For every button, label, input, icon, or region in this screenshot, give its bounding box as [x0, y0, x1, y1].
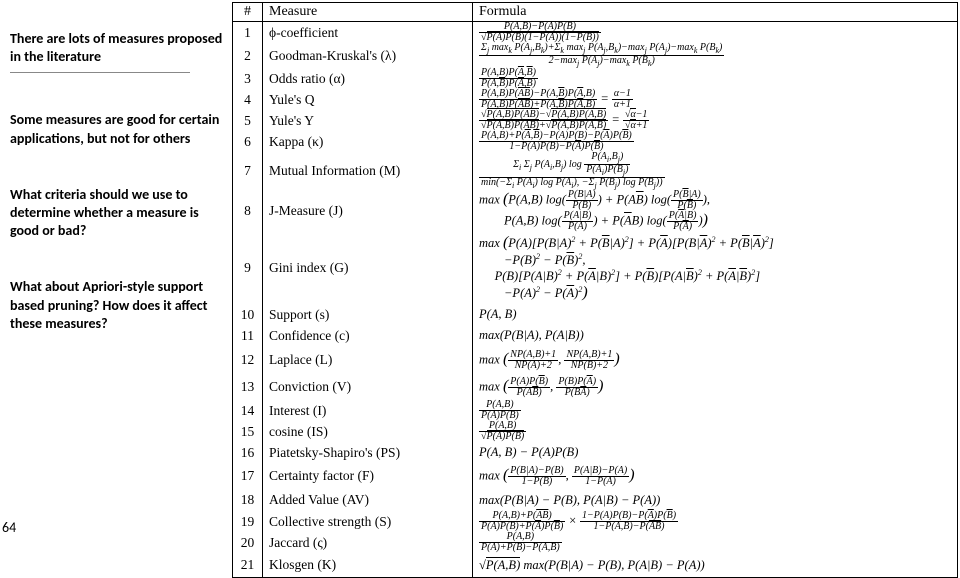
table-row: 11Confidence (c)max(P(B|A), P(A|B)) — [233, 325, 958, 346]
measure-name: Kappa (κ) — [263, 131, 473, 152]
row-number: 10 — [233, 304, 263, 325]
measure-name: Laplace (L) — [263, 346, 473, 374]
table-row: 1ϕ-coefficientP(A,B)−P(A)P(B)P(A)P(B)(1−… — [233, 22, 958, 44]
measure-name: Certainty factor (F) — [263, 463, 473, 489]
formula-cell: P(A,B)P(AB)−P(A,B)P(A,B)P(A,B)P(AB)+P(A,… — [473, 110, 958, 131]
table-row: 9Gini index (G)max (P(A)[P(B|A)2 + P(B|A… — [233, 232, 958, 304]
row-number: 6 — [233, 131, 263, 152]
measure-name: Collective strength (S) — [263, 511, 473, 532]
table-row: 21Klosgen (K)P(A,B) max(P(B|A) − P(B), P… — [233, 553, 958, 577]
row-number: 20 — [233, 532, 263, 553]
row-number: 21 — [233, 553, 263, 577]
measure-name: Confidence (c) — [263, 325, 473, 346]
note-text: What criteria should we use to determine… — [10, 186, 230, 241]
row-number: 9 — [233, 232, 263, 304]
measure-name: cosine (IS) — [263, 421, 473, 442]
formula-cell: max (P(A)[P(B|A)2 + P(B|A)2] + P(A)[P(B|… — [473, 232, 958, 304]
formula-cell: P(A, B) − P(A)P(B) — [473, 442, 958, 463]
table-row: 7Mutual Information (M)Σi Σj P(Ai,Bj) lo… — [233, 152, 958, 190]
row-number: 19 — [233, 511, 263, 532]
row-number: 2 — [233, 43, 263, 68]
formula-cell: P(A, B) — [473, 304, 958, 325]
formula-cell: max (P(A)P(B)P(AB), P(B)P(A)P(BA)) — [473, 374, 958, 400]
row-number: 7 — [233, 152, 263, 190]
row-number: 8 — [233, 190, 263, 232]
formula-cell: max (NP(A,B)+1NP(A)+2, NP(A,B)+1NP(B)+2) — [473, 346, 958, 374]
formula-cell: Σj maxk P(Aj,Bk)+Σk maxj P(Aj,Bk)−maxj P… — [473, 43, 958, 68]
table-row: 13Conviction (V)max (P(A)P(B)P(AB), P(B)… — [233, 374, 958, 400]
table-row: 14Interest (I)P(A,B)P(A)P(B) — [233, 400, 958, 421]
table-row: 3Odds ratio (α)P(A,B)P(A,B)P(A,B)P(A,B) — [233, 68, 958, 89]
formula-cell: P(A,B)P(A,B)P(A,B)P(A,B) — [473, 68, 958, 89]
note-text: Some measures are good for certain appli… — [10, 111, 230, 147]
row-number: 1 — [233, 22, 263, 44]
formula-cell: max (P(B|A)−P(B)1−P(B), P(A|B)−P(A)1−P(A… — [473, 463, 958, 489]
formula-cell: P(A,B)P(A)P(B) — [473, 400, 958, 421]
row-number: 3 — [233, 68, 263, 89]
row-number: 5 — [233, 110, 263, 131]
table-row: 17Certainty factor (F)max (P(B|A)−P(B)1−… — [233, 463, 958, 489]
measure-name: Jaccard (ς) — [263, 532, 473, 553]
table-row: 20Jaccard (ς)P(A,B)P(A)+P(B)−P(A,B) — [233, 532, 958, 553]
formula-cell: P(A,B)P(A)+P(B)−P(A,B) — [473, 532, 958, 553]
header-formula: Formula — [473, 3, 958, 22]
row-number: 17 — [233, 463, 263, 489]
measure-name: Odds ratio (α) — [263, 68, 473, 89]
formula-cell: P(A,B) max(P(B|A) − P(B), P(A|B) − P(A)) — [473, 553, 958, 577]
table-row: 4Yule's QP(A,B)P(AB)−P(A,B)P(A,B)P(A,B)P… — [233, 89, 958, 110]
measures-table-container: # Measure Formula 1ϕ-coefficientP(A,B)−P… — [232, 2, 958, 578]
measure-name: Goodman-Kruskal's (λ) — [263, 43, 473, 68]
measure-name: ϕ-coefficient — [263, 22, 473, 44]
table-row: 19Collective strength (S)P(A,B)+P(AB)P(A… — [233, 511, 958, 532]
measures-table: # Measure Formula 1ϕ-coefficientP(A,B)−P… — [232, 2, 958, 578]
table-row: 8J-Measure (J)max (P(A,B) log(P(B|A)P(B)… — [233, 190, 958, 232]
note-text: There are lots of measures proposed in t… — [10, 30, 230, 66]
measure-name: Conviction (V) — [263, 374, 473, 400]
measure-name: Mutual Information (M) — [263, 152, 473, 190]
table-row: 18Added Value (AV)max(P(B|A) − P(B), P(A… — [233, 489, 958, 511]
row-number: 4 — [233, 89, 263, 110]
measure-name: Interest (I) — [263, 400, 473, 421]
sidebar-notes: There are lots of measures proposed in t… — [10, 30, 230, 371]
measure-name: Piatetsky-Shapiro's (PS) — [263, 442, 473, 463]
row-number: 14 — [233, 400, 263, 421]
formula-cell: max(P(B|A), P(A|B)) — [473, 325, 958, 346]
formula-cell: max(P(B|A) − P(B), P(A|B) − P(A)) — [473, 489, 958, 511]
table-row: 12Laplace (L)max (NP(A,B)+1NP(A)+2, NP(A… — [233, 346, 958, 374]
measure-name: Klosgen (K) — [263, 553, 473, 577]
table-row: 10Support (s)P(A, B) — [233, 304, 958, 325]
formula-cell: max (P(A,B) log(P(B|A)P(B)) + P(AB) log(… — [473, 190, 958, 232]
formula-cell: P(A,B)+P(AB)P(A)P(B)+P(A)P(B) × 1−P(A)P(… — [473, 511, 958, 532]
formula-cell: P(A,B)−P(A)P(B)P(A)P(B)(1−P(A))(1−P(B)) — [473, 22, 958, 44]
header-num: # — [233, 3, 263, 22]
table-row: 2Goodman-Kruskal's (λ)Σj maxk P(Aj,Bk)+Σ… — [233, 43, 958, 68]
row-number: 13 — [233, 374, 263, 400]
table-row: 15cosine (IS)P(A,B)P(A)P(B) — [233, 421, 958, 442]
measure-name: Gini index (G) — [263, 232, 473, 304]
row-number: 12 — [233, 346, 263, 374]
header-measure: Measure — [263, 3, 473, 22]
table-row: 5Yule's YP(A,B)P(AB)−P(A,B)P(A,B)P(A,B)P… — [233, 110, 958, 131]
table-row: 6Kappa (κ)P(A,B)+P(A,B)−P(A)P(B)−P(A)P(B… — [233, 131, 958, 152]
formula-cell: P(A,B)P(A)P(B) — [473, 421, 958, 442]
measure-name: Yule's Y — [263, 110, 473, 131]
divider — [10, 72, 190, 73]
row-number: 18 — [233, 489, 263, 511]
formula-cell: P(A,B)+P(A,B)−P(A)P(B)−P(A)P(B)1−P(A)P(B… — [473, 131, 958, 152]
note-text: What about Apriori-style support based p… — [10, 278, 230, 333]
row-number: 16 — [233, 442, 263, 463]
row-number: 11 — [233, 325, 263, 346]
page-number: 64 — [2, 519, 16, 536]
measure-name: J-Measure (J) — [263, 190, 473, 232]
measure-name: Added Value (AV) — [263, 489, 473, 511]
formula-cell: P(A,B)P(AB)−P(A,B)P(A,B)P(A,B)P(AB)+P(A,… — [473, 89, 958, 110]
formula-cell: Σi Σj P(Ai,Bj) log P(Ai,Bj)P(Ai)P(Bj)min… — [473, 152, 958, 190]
table-row: 16Piatetsky-Shapiro's (PS)P(A, B) − P(A)… — [233, 442, 958, 463]
measure-name: Yule's Q — [263, 89, 473, 110]
measure-name: Support (s) — [263, 304, 473, 325]
row-number: 15 — [233, 421, 263, 442]
